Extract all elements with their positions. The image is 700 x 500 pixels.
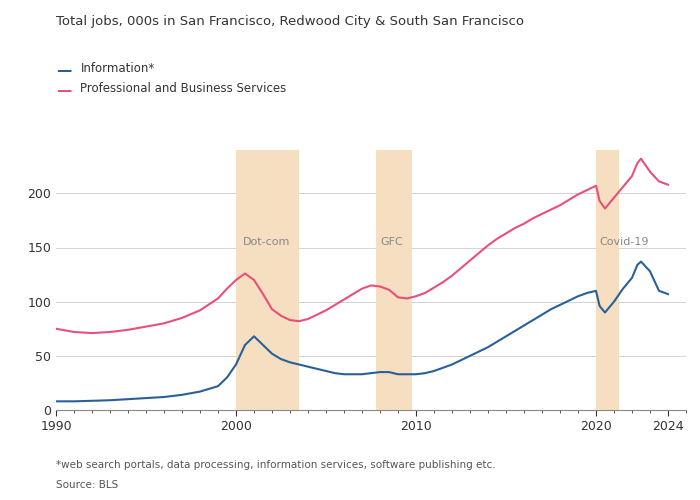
Text: Professional and Business Services: Professional and Business Services	[80, 82, 287, 96]
Text: GFC: GFC	[380, 237, 402, 247]
Bar	[377, 150, 412, 410]
Bar	[236, 150, 299, 410]
Text: —: —	[56, 82, 71, 98]
Text: —: —	[56, 62, 71, 78]
Text: *web search portals, data processing, information services, software publishing : *web search portals, data processing, in…	[56, 460, 496, 470]
Text: Total jobs, 000s in San Francisco, Redwood City & South San Francisco: Total jobs, 000s in San Francisco, Redwo…	[56, 15, 524, 28]
Text: Source: BLS: Source: BLS	[56, 480, 118, 490]
Text: Dot-com: Dot-com	[243, 237, 290, 247]
Bar	[596, 150, 620, 410]
Text: Information*: Information*	[80, 62, 155, 76]
Text: Covid-19: Covid-19	[600, 237, 649, 247]
